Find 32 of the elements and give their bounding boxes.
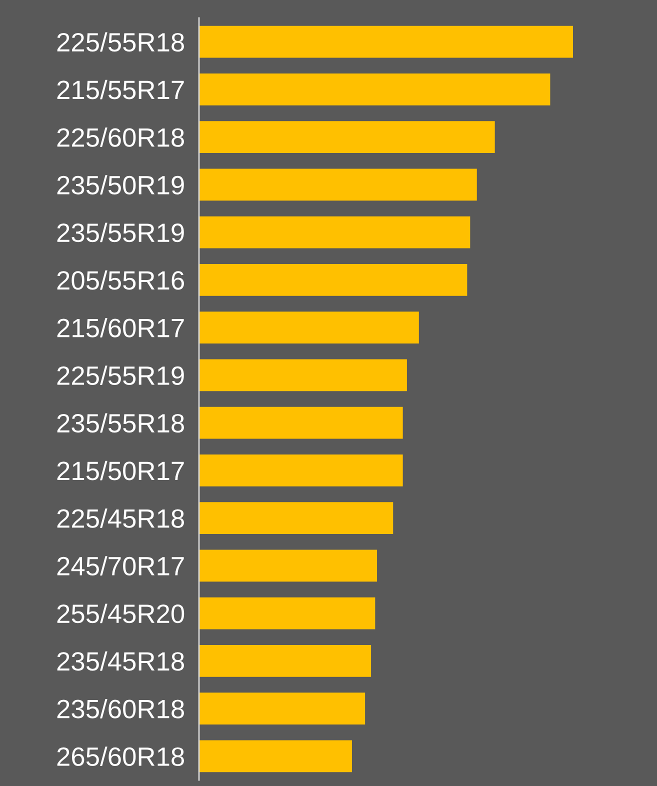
y-tick-label: 255/45R20 bbox=[57, 604, 184, 624]
bar bbox=[199, 692, 366, 725]
bar bbox=[199, 597, 376, 630]
y-tick-label: 235/50R19 bbox=[57, 175, 184, 195]
y-tick-label: 235/60R18 bbox=[57, 699, 184, 718]
y-tick-label: 225/55R18 bbox=[57, 32, 184, 52]
bar bbox=[199, 550, 378, 582]
bar bbox=[199, 502, 394, 534]
y-tick-label: 225/45R18 bbox=[57, 508, 184, 528]
bar bbox=[199, 168, 477, 201]
y-tick-label: 225/55R19 bbox=[57, 366, 184, 386]
y-tick-label: 245/70R17 bbox=[57, 556, 184, 576]
bar bbox=[199, 312, 419, 344]
bar bbox=[199, 359, 407, 392]
y-tick-label: 265/60R18 bbox=[57, 746, 184, 766]
bar bbox=[199, 740, 352, 772]
y-tick-label: 215/50R17 bbox=[57, 460, 184, 480]
bar bbox=[199, 406, 403, 439]
y-tick-label: 205/55R16 bbox=[57, 270, 184, 290]
bar bbox=[199, 454, 403, 486]
y-tick-label: 235/55R18 bbox=[57, 413, 184, 433]
y-tick-label: 235/55R19 bbox=[57, 222, 184, 242]
y-tick-label: 215/60R17 bbox=[57, 318, 184, 338]
y-tick-label: 215/55R17 bbox=[57, 80, 184, 100]
bar bbox=[199, 121, 495, 154]
bar bbox=[199, 26, 573, 58]
bar bbox=[199, 264, 468, 296]
y-tick-label: 225/60R18 bbox=[57, 128, 184, 147]
bar bbox=[199, 644, 372, 677]
bar bbox=[199, 216, 470, 248]
bar bbox=[199, 73, 550, 106]
y-tick-label: 235/45R18 bbox=[57, 651, 184, 671]
